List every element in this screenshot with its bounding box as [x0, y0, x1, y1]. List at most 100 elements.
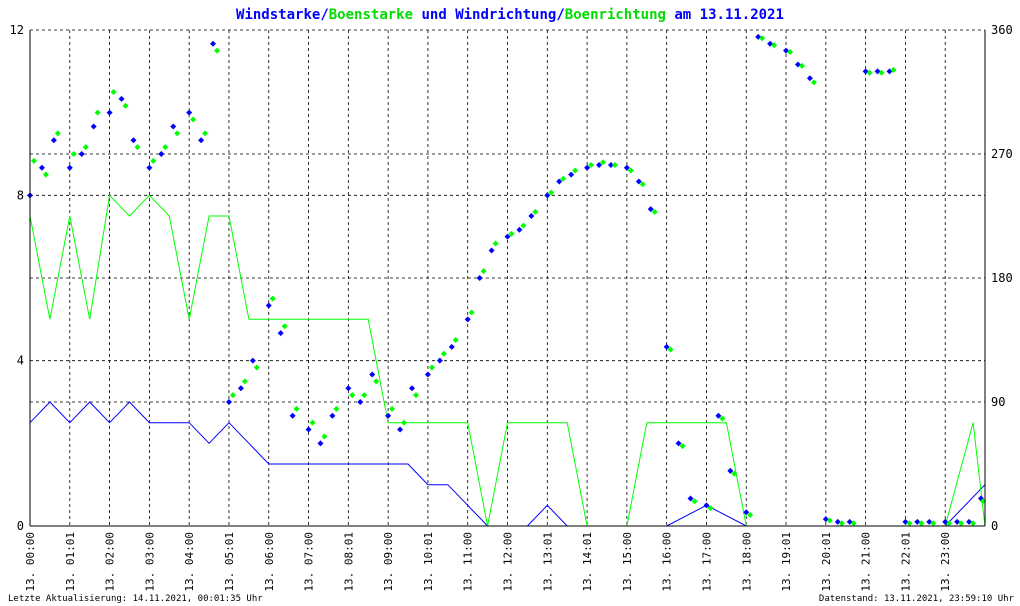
y-left-tick-label: 4: [17, 354, 24, 368]
data-point: [719, 415, 726, 422]
data-point: [106, 109, 113, 116]
series-windrichtung: [27, 33, 985, 525]
data-point: [190, 116, 197, 123]
data-point: [703, 502, 710, 509]
data-point: [118, 95, 125, 102]
data-point: [269, 295, 276, 302]
data-point: [90, 123, 97, 130]
data-point: [635, 178, 642, 185]
data-point: [548, 189, 555, 196]
data-point: [806, 75, 813, 82]
data-point: [747, 511, 754, 518]
y-right-tick-label: 0: [991, 519, 998, 533]
data-point: [281, 323, 288, 330]
title-sep1: /: [320, 7, 328, 23]
title-boenrichtung: Boenrichtung: [565, 7, 666, 23]
data-point: [333, 405, 340, 412]
data-point: [568, 171, 575, 178]
data-point: [810, 79, 817, 86]
x-tick-label: 13. 04:00: [183, 532, 196, 592]
chart-title: Windstarke/Boenstarke und Windrichtung/B…: [236, 7, 784, 23]
data-point: [440, 350, 447, 357]
x-tick-label: 13. 09:00: [382, 532, 395, 592]
data-point: [452, 337, 459, 343]
data-point: [476, 275, 483, 281]
y-left-tick-label: 0: [17, 519, 24, 533]
data-point: [249, 357, 256, 364]
data-point: [516, 226, 523, 233]
data-point: [970, 520, 977, 527]
x-tick-label: 13. 00:00: [24, 532, 37, 592]
title-windstarke: Windstarke: [236, 7, 320, 23]
data-point: [572, 167, 579, 174]
data-point: [468, 309, 475, 316]
data-point: [401, 419, 408, 426]
data-point: [349, 392, 356, 399]
data-point: [130, 137, 137, 144]
data-point: [838, 520, 845, 527]
data-point: [361, 392, 368, 399]
data-point: [651, 208, 658, 215]
data-point: [202, 130, 209, 137]
data-point: [134, 144, 141, 151]
data-point: [850, 520, 857, 527]
data-point: [397, 426, 404, 433]
x-tick-label: 13. 06:00: [263, 532, 276, 592]
x-tick-label: 13. 08:01: [342, 532, 355, 592]
data-point: [38, 164, 45, 171]
data-point: [357, 399, 364, 405]
x-tick-label: 13. 23:00: [939, 532, 952, 592]
data-point: [448, 343, 455, 350]
data-point: [687, 495, 694, 502]
data-point: [492, 240, 499, 247]
data-point: [715, 412, 722, 419]
x-tick-label: 13. 11:00: [462, 532, 475, 592]
x-tick-label: 13. 22:01: [899, 532, 912, 592]
data-point: [464, 316, 471, 323]
data-point: [560, 175, 567, 182]
data-point: [906, 520, 913, 527]
data-point: [70, 151, 77, 157]
data-point: [596, 162, 603, 169]
grid: [30, 29, 985, 526]
data-point: [50, 137, 57, 144]
footer-right: Datenstand: 13.11.2021, 23:59:10 Uhr: [819, 594, 1015, 604]
data-point: [110, 89, 117, 95]
data-point: [647, 206, 654, 213]
data-point: [309, 419, 316, 426]
data-point: [373, 378, 380, 385]
data-point: [369, 371, 376, 378]
data-point: [588, 162, 595, 169]
x-tick-label: 13. 14:01: [581, 532, 594, 592]
footer-left: Letzte Aktualisierung: 14.11.2021, 00:01…: [8, 594, 263, 604]
data-point: [82, 144, 89, 151]
x-tick-label: 13. 03:00: [143, 532, 156, 592]
data-point: [229, 392, 236, 399]
data-point: [623, 164, 630, 171]
title-sep2: /: [556, 7, 564, 23]
x-tick-label: 13. 15:00: [621, 532, 634, 592]
data-point: [639, 181, 646, 188]
data-point: [329, 412, 336, 419]
data-point: [866, 69, 873, 76]
data-point: [480, 268, 487, 275]
data-point: [389, 405, 396, 412]
data-point: [317, 440, 324, 447]
data-point: [345, 385, 352, 392]
data-point: [611, 162, 618, 169]
data-point: [627, 167, 634, 174]
data-point: [675, 440, 682, 447]
x-tick-label: 13. 20:01: [820, 532, 833, 592]
x-tick-label: 13. 18:00: [740, 532, 753, 592]
data-point: [528, 213, 535, 219]
data-point: [186, 109, 193, 116]
data-point: [826, 517, 833, 524]
data-point: [94, 109, 101, 116]
data-point: [122, 102, 129, 109]
data-point: [293, 405, 300, 412]
data-point: [214, 47, 221, 54]
data-point: [241, 378, 248, 385]
data-point: [412, 392, 419, 399]
data-point: [798, 62, 805, 69]
